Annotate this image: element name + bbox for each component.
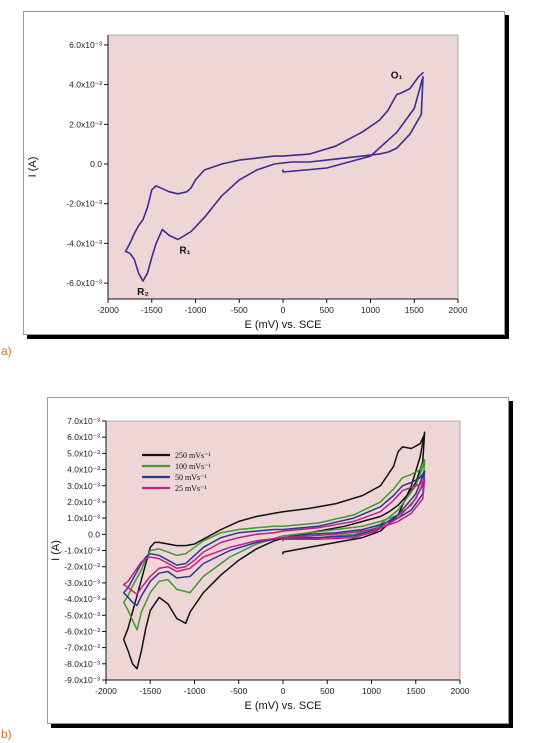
- y-tick-label: -2.0x10⁻³: [66, 199, 102, 209]
- y-tick-label: -4.0x10⁻³: [66, 238, 102, 248]
- y-tick-label: 1.0x10⁻³: [67, 513, 100, 523]
- x-tick-label: -2000: [95, 686, 117, 696]
- x-tick-label: -1000: [185, 305, 207, 315]
- y-tick-label: -1.0x10⁻³: [64, 546, 100, 556]
- chart-panel-b: -2000 -1500 -1000 -500 0 500 1000 1500 2000 7.0x1…: [47, 397, 509, 724]
- x-tick-label: -2000: [97, 305, 119, 315]
- y-tick-label: 7.0x10⁻³: [67, 416, 100, 426]
- plot-area: [106, 421, 460, 680]
- peak-label: O₁: [391, 71, 403, 82]
- y-tick-label: -7.0x10⁻³: [64, 643, 100, 653]
- x-tick-label: -1000: [184, 686, 206, 696]
- x-axis-title: E (mV) vs. SCE: [244, 700, 321, 712]
- series-line-4: [122, 478, 426, 595]
- x-tick-label: 0: [281, 305, 286, 315]
- x-tick-label: 1500: [406, 686, 425, 696]
- y-tick-label: -8.0x10⁻³: [64, 659, 100, 669]
- panel-label-a: a): [1, 344, 12, 358]
- series-line-3: [122, 470, 426, 607]
- y-tick-label: 4.0x10⁻³: [69, 80, 102, 90]
- y-tick-label: -4.0x10⁻³: [64, 594, 100, 604]
- x-tick-label: -1500: [141, 305, 163, 315]
- series-line-1: [124, 71, 424, 282]
- y-axis-title: I (A): [50, 540, 62, 561]
- x-tick-label: 2000: [449, 305, 468, 315]
- y-tick-label: 2.0x10⁻³: [69, 119, 102, 129]
- y-axis-title: I (A): [27, 157, 39, 178]
- y-tick-label: 6.0x10⁻³: [69, 40, 102, 50]
- y-tick-label: -6.0x10⁻³: [64, 626, 100, 636]
- cv-chart-b: -2000 -1500 -1000 -500 0 500 1000 1500 2000 7.0x1…: [50, 416, 470, 712]
- legend-label: 25 mVs⁻¹: [175, 484, 207, 493]
- x-tick-label: 2000: [451, 686, 470, 696]
- x-tick-label: -1500: [139, 686, 161, 696]
- x-axis-title: E (mV) vs. SCE: [244, 319, 321, 331]
- panel-label-b: b): [1, 727, 12, 741]
- x-tick-label: 1000: [362, 686, 381, 696]
- chart-panel-a: -2000 -1500 -1000 -500 0 500 1000 1500 2000 6.0x1…: [23, 11, 505, 335]
- y-tick-label: -6.0x10⁻³: [66, 278, 102, 288]
- peak-label: R₂: [137, 287, 149, 298]
- plot-area: [108, 35, 458, 299]
- y-tick-label: -2.0x10⁻³: [64, 562, 100, 572]
- x-tick-label: 1000: [361, 305, 380, 315]
- x-tick-label: -500: [230, 686, 247, 696]
- x-tick-label: 500: [320, 305, 334, 315]
- x-tick-label: 1500: [405, 305, 424, 315]
- cv-chart-a: -2000 -1500 -1000 -500 0 500 1000 1500 2000 6.0x1…: [27, 34, 468, 331]
- x-tick-label: 0: [281, 686, 286, 696]
- y-tick-label: -3.0x10⁻³: [64, 578, 100, 588]
- y-tick-label: 6.0x10⁻³: [67, 432, 100, 442]
- y-tick-label: -9.0x10⁻³: [64, 675, 100, 685]
- y-tick-label: 5.0x10⁻³: [67, 448, 100, 458]
- y-tick-label: 4.0x10⁻³: [67, 465, 100, 475]
- y-tick-label: 3.0x10⁻³: [67, 481, 100, 491]
- y-tick-label: -5.0x10⁻³: [64, 610, 100, 620]
- x-tick-label: 500: [320, 686, 334, 696]
- legend-label: 50 mVs⁻¹: [175, 473, 207, 482]
- peak-label: R₁: [179, 245, 190, 256]
- legend-label: 100 mVs⁻¹: [175, 462, 211, 471]
- y-tick-label: 0.0: [90, 159, 102, 169]
- x-tick-label: -500: [231, 305, 248, 315]
- y-tick-label: 0.0: [88, 529, 100, 539]
- y-tick-label: 2.0x10⁻³: [67, 497, 100, 507]
- legend-label: 250 mVs⁻¹: [175, 451, 211, 460]
